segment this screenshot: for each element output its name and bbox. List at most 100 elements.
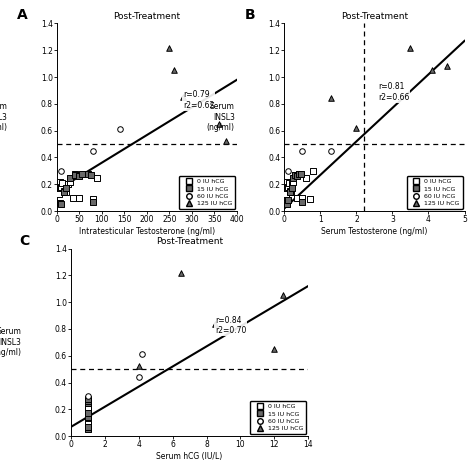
Text: r=0.81
r2=0.66: r=0.81 r2=0.66 <box>378 83 410 102</box>
Point <box>62 184 70 192</box>
Point <box>71 170 79 177</box>
Point <box>135 363 143 370</box>
Point <box>299 147 306 154</box>
Point <box>292 171 299 179</box>
Point <box>84 414 92 421</box>
Point <box>84 406 92 413</box>
Point <box>84 415 92 423</box>
Point <box>306 195 313 203</box>
Point <box>116 126 124 133</box>
Point <box>89 195 97 203</box>
Point <box>292 171 299 179</box>
Point <box>165 44 173 51</box>
X-axis label: Intratesticular Testosterone (ng/ml): Intratesticular Testosterone (ng/ml) <box>79 227 215 236</box>
Point <box>428 67 436 74</box>
Point <box>93 174 101 182</box>
Point <box>288 181 295 188</box>
Point <box>57 178 64 185</box>
Point <box>84 399 92 407</box>
Point <box>407 44 414 51</box>
Title: Post-Treatment: Post-Treatment <box>113 12 181 21</box>
Point <box>78 170 85 177</box>
Point <box>66 178 74 185</box>
Point <box>66 174 74 182</box>
Text: C: C <box>19 234 29 248</box>
Point <box>57 201 65 208</box>
Point <box>328 147 335 154</box>
Point <box>55 190 63 197</box>
Point <box>283 190 290 197</box>
Point <box>179 93 187 101</box>
Point <box>75 194 83 201</box>
Point <box>138 351 146 358</box>
Point <box>310 167 317 174</box>
Point <box>75 173 83 180</box>
Point <box>69 194 76 201</box>
Point <box>177 269 185 276</box>
Point <box>283 201 291 208</box>
Point <box>84 426 92 433</box>
Title: Post-Treatment: Post-Treatment <box>341 12 408 21</box>
Point <box>290 174 297 182</box>
Point <box>135 373 143 381</box>
Point <box>84 399 92 407</box>
Point <box>84 419 92 426</box>
Point <box>170 67 178 74</box>
Point <box>299 194 306 201</box>
Text: r=0.79
r2=0.62: r=0.79 r2=0.62 <box>183 91 214 110</box>
Point <box>295 170 302 177</box>
Point <box>84 395 92 402</box>
Point <box>84 398 92 405</box>
Point <box>211 320 219 327</box>
Legend: 0 IU hCG, 15 IU hCG, 60 IU hCG, 125 IU hCG: 0 IU hCG, 15 IU hCG, 60 IU hCG, 125 IU h… <box>250 401 306 434</box>
Point <box>288 184 295 192</box>
Text: A: A <box>17 8 28 23</box>
Point <box>84 396 92 404</box>
Point <box>87 171 94 179</box>
Point <box>64 181 72 188</box>
Point <box>84 170 92 177</box>
Title: Post-Treatment: Post-Treatment <box>156 237 223 246</box>
Point <box>443 62 450 70</box>
Point <box>287 189 295 196</box>
Legend: 0 IU hCG, 15 IU hCG, 60 IU hCG, 125 IU hCG: 0 IU hCG, 15 IU hCG, 60 IU hCG, 125 IU h… <box>407 176 463 209</box>
Point <box>84 392 92 400</box>
Text: B: B <box>245 8 255 23</box>
Point <box>60 187 67 195</box>
Legend: 0 IU hCG, 15 IU hCG, 60 IU hCG, 125 IU hCG: 0 IU hCG, 15 IU hCG, 60 IU hCG, 125 IU h… <box>179 176 235 209</box>
Point <box>84 408 92 416</box>
Point <box>283 199 290 207</box>
Point <box>284 183 292 191</box>
Point <box>284 197 292 204</box>
Point <box>57 183 65 191</box>
Point <box>284 167 292 174</box>
Point <box>84 409 92 417</box>
Point <box>57 167 65 174</box>
Point <box>71 171 79 179</box>
Point <box>271 345 278 353</box>
Point <box>84 403 92 410</box>
Point <box>290 178 297 185</box>
Point <box>84 414 92 421</box>
Point <box>353 124 360 132</box>
Point <box>89 147 97 154</box>
Point <box>84 412 92 420</box>
Point <box>60 189 67 196</box>
Point <box>297 170 304 177</box>
Point <box>84 404 92 412</box>
Point <box>295 170 302 177</box>
Point <box>222 137 229 145</box>
Point <box>89 198 97 205</box>
Point <box>84 423 92 431</box>
Point <box>215 120 223 128</box>
Point <box>285 179 292 187</box>
X-axis label: Serum Testosterone (ng/ml): Serum Testosterone (ng/ml) <box>321 227 428 236</box>
Point <box>84 424 92 432</box>
Point <box>286 189 293 196</box>
Y-axis label: Serum
INSL3
(ng/ml): Serum INSL3 (ng/ml) <box>0 327 21 357</box>
Y-axis label: Serum
INSL3
(ng/ml): Serum INSL3 (ng/ml) <box>207 102 235 132</box>
Point <box>302 174 310 182</box>
Point <box>84 420 92 428</box>
X-axis label: Serum hCG (IU/L): Serum hCG (IU/L) <box>156 452 223 461</box>
Point <box>286 187 293 195</box>
